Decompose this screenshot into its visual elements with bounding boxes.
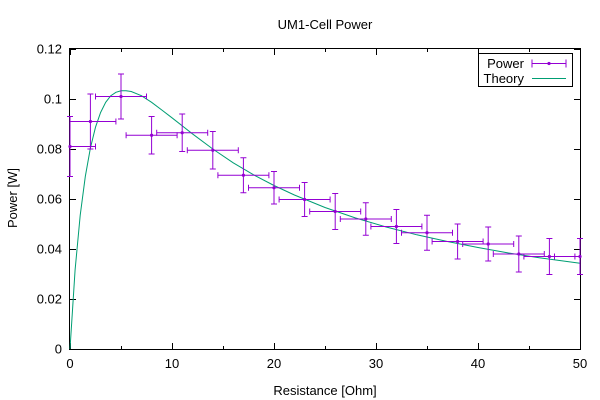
power-marker [425,231,429,235]
plot-frame [69,48,581,350]
y-tick-label: 0 [55,342,62,357]
power-marker [211,148,215,152]
theory-series [69,90,581,350]
legend: Power Theory [478,53,573,87]
x-axis-label: Resistance [Ohm] [273,383,376,398]
legend-label-power: Power [487,56,525,71]
power-data-point [95,73,147,120]
power-data-point [156,113,209,152]
power-data-point [339,202,392,236]
power-marker [119,94,123,99]
power-data-point [401,214,453,251]
power-marker [517,252,521,256]
power-marker [486,242,490,246]
power-data-point [554,238,583,275]
power-marker [180,131,184,135]
theory-line [69,90,581,350]
y-tick-label: 0.06 [37,192,62,207]
x-tick-label: 30 [369,356,383,371]
y-tick-label: 0.02 [37,292,62,307]
x-tick-label: 20 [267,356,281,371]
power-data-point [370,209,423,244]
power-marker [88,119,92,124]
power-data-point [248,171,300,205]
plot-area: 0 10 20 30 40 50 0 0.02 0.04 0.06 0.08 0.1 0.12 [37,42,588,372]
power-marker [456,239,460,244]
y-tick-label: 0.12 [37,42,62,57]
power-series [67,73,583,275]
power-marker [68,144,72,149]
power-data-point [278,182,331,217]
power-data-point [462,226,515,262]
y-axis-label: Power [W] [5,168,20,228]
power-data-point [70,93,117,150]
power-marker [578,254,582,259]
chart-title: UM1-Cell Power [278,17,373,32]
power-marker [547,254,552,259]
power-data-point [431,223,484,260]
power-marker [150,133,154,137]
y-tick-label: 0.1 [44,92,62,107]
power-data-point [492,235,545,273]
y-tick-label: 0.04 [37,242,62,257]
power-marker [303,197,307,202]
legend-swatch-power [531,59,567,68]
x-tick-label: 50 [573,356,587,371]
power-data-point [309,193,362,230]
legend-box [478,53,573,87]
y-tick-label: 0.08 [37,142,62,157]
power-data-point [217,157,270,194]
power-data-point [186,131,239,170]
power-data-point [67,116,96,177]
power-marker [394,224,398,229]
power-marker [272,186,276,190]
x-tick-label: 10 [165,356,179,371]
power-marker [364,217,368,221]
axis-tick-labels: 0 10 20 30 40 50 0 0.02 0.04 0.06 0.08 0.1 0.12 [37,42,588,372]
power-marker [333,209,337,214]
x-tick-label: 40 [471,356,485,371]
power-data-point [125,116,178,155]
x-tick-label: 0 [66,356,73,371]
legend-label-theory: Theory [484,71,525,86]
power-marker [241,173,245,177]
